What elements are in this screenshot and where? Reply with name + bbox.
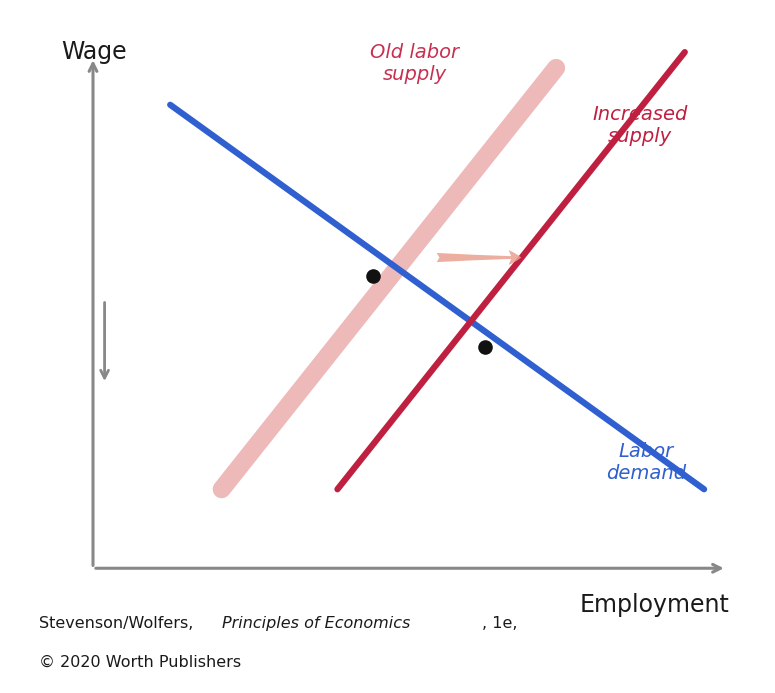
Text: Employment: Employment	[580, 593, 730, 617]
Point	[367, 270, 379, 281]
Text: Labor
demand: Labor demand	[606, 442, 686, 484]
Text: , 1e,: , 1e,	[482, 616, 518, 631]
Text: Stevenson/Wolfers,: Stevenson/Wolfers,	[39, 616, 198, 631]
Text: Principles of Economics: Principles of Economics	[222, 616, 410, 631]
Text: Wage: Wage	[60, 40, 126, 64]
Text: Increased
supply: Increased supply	[592, 105, 687, 146]
Text: © 2020 Worth Publishers: © 2020 Worth Publishers	[39, 654, 241, 669]
Point	[479, 342, 491, 353]
Text: Old labor
supply: Old labor supply	[370, 43, 459, 84]
